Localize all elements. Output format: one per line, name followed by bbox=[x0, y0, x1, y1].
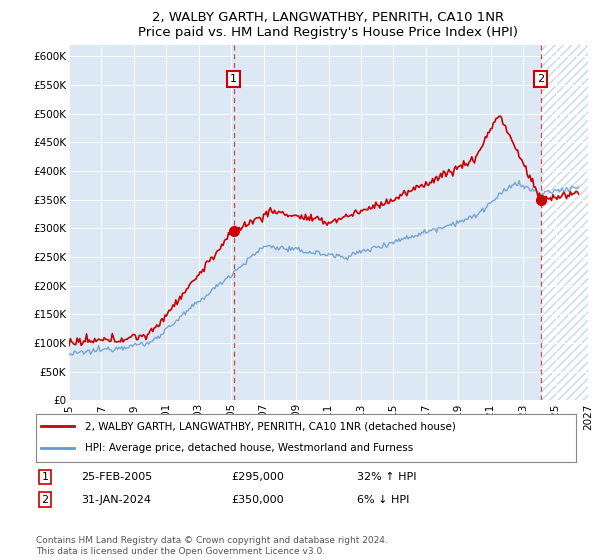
Text: 2: 2 bbox=[537, 74, 544, 84]
Text: Contains HM Land Registry data © Crown copyright and database right 2024.
This d: Contains HM Land Registry data © Crown c… bbox=[36, 536, 388, 556]
Text: £295,000: £295,000 bbox=[231, 472, 284, 482]
Text: 1: 1 bbox=[41, 472, 49, 482]
Title: 2, WALBY GARTH, LANGWATHBY, PENRITH, CA10 1NR
Price paid vs. HM Land Registry's : 2, WALBY GARTH, LANGWATHBY, PENRITH, CA1… bbox=[139, 11, 518, 39]
Text: 31-JAN-2024: 31-JAN-2024 bbox=[81, 494, 151, 505]
Text: 2: 2 bbox=[41, 494, 49, 505]
Text: HPI: Average price, detached house, Westmorland and Furness: HPI: Average price, detached house, West… bbox=[85, 443, 413, 452]
Text: £350,000: £350,000 bbox=[231, 494, 284, 505]
Text: 6% ↓ HPI: 6% ↓ HPI bbox=[357, 494, 409, 505]
Text: 32% ↑ HPI: 32% ↑ HPI bbox=[357, 472, 416, 482]
Text: 2, WALBY GARTH, LANGWATHBY, PENRITH, CA10 1NR (detached house): 2, WALBY GARTH, LANGWATHBY, PENRITH, CA1… bbox=[85, 421, 455, 431]
Text: 1: 1 bbox=[230, 74, 237, 84]
Text: 25-FEB-2005: 25-FEB-2005 bbox=[81, 472, 152, 482]
